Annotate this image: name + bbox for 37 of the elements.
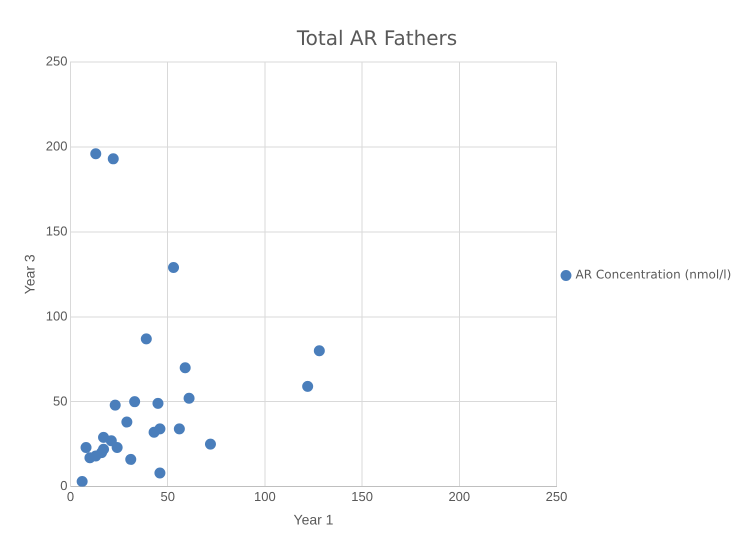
y-tick-label: 200: [46, 138, 68, 154]
point: [314, 345, 325, 356]
point: [152, 398, 164, 409]
x-tick-label: 150: [351, 488, 373, 504]
point: [174, 423, 185, 434]
point: [129, 396, 140, 408]
point: [80, 442, 92, 454]
y-axis-title: Year 3: [21, 254, 38, 294]
y-tick-label: 100: [46, 308, 68, 324]
x-tick-label: 50: [160, 488, 175, 504]
x-tick-label: 250: [546, 488, 568, 504]
y-tick-label: 0: [60, 478, 68, 494]
point: [140, 333, 152, 344]
chart-title: Total AR Fathers: [296, 26, 458, 50]
point: [76, 476, 88, 487]
point: [106, 435, 117, 446]
point: [184, 392, 195, 404]
point: [90, 148, 102, 160]
x-tick-label: 200: [448, 488, 470, 504]
point: [112, 442, 123, 454]
y-tick-label: 50: [53, 393, 68, 408]
y-tick-label: 150: [46, 223, 68, 238]
point: [98, 444, 110, 455]
point: [125, 454, 136, 465]
point: [168, 262, 180, 274]
x-tick-label: 100: [254, 488, 276, 504]
y-tick-label: 250: [46, 54, 68, 69]
point: [110, 400, 121, 411]
point: [204, 438, 216, 450]
x-axis-title: Year 1: [294, 511, 334, 528]
legend-label: AR Concentration (nmol/l): [576, 268, 732, 282]
point: [180, 362, 191, 374]
point: [154, 468, 166, 479]
point: [108, 153, 119, 164]
point: [121, 416, 132, 428]
point: [302, 380, 314, 392]
point: [154, 423, 166, 434]
